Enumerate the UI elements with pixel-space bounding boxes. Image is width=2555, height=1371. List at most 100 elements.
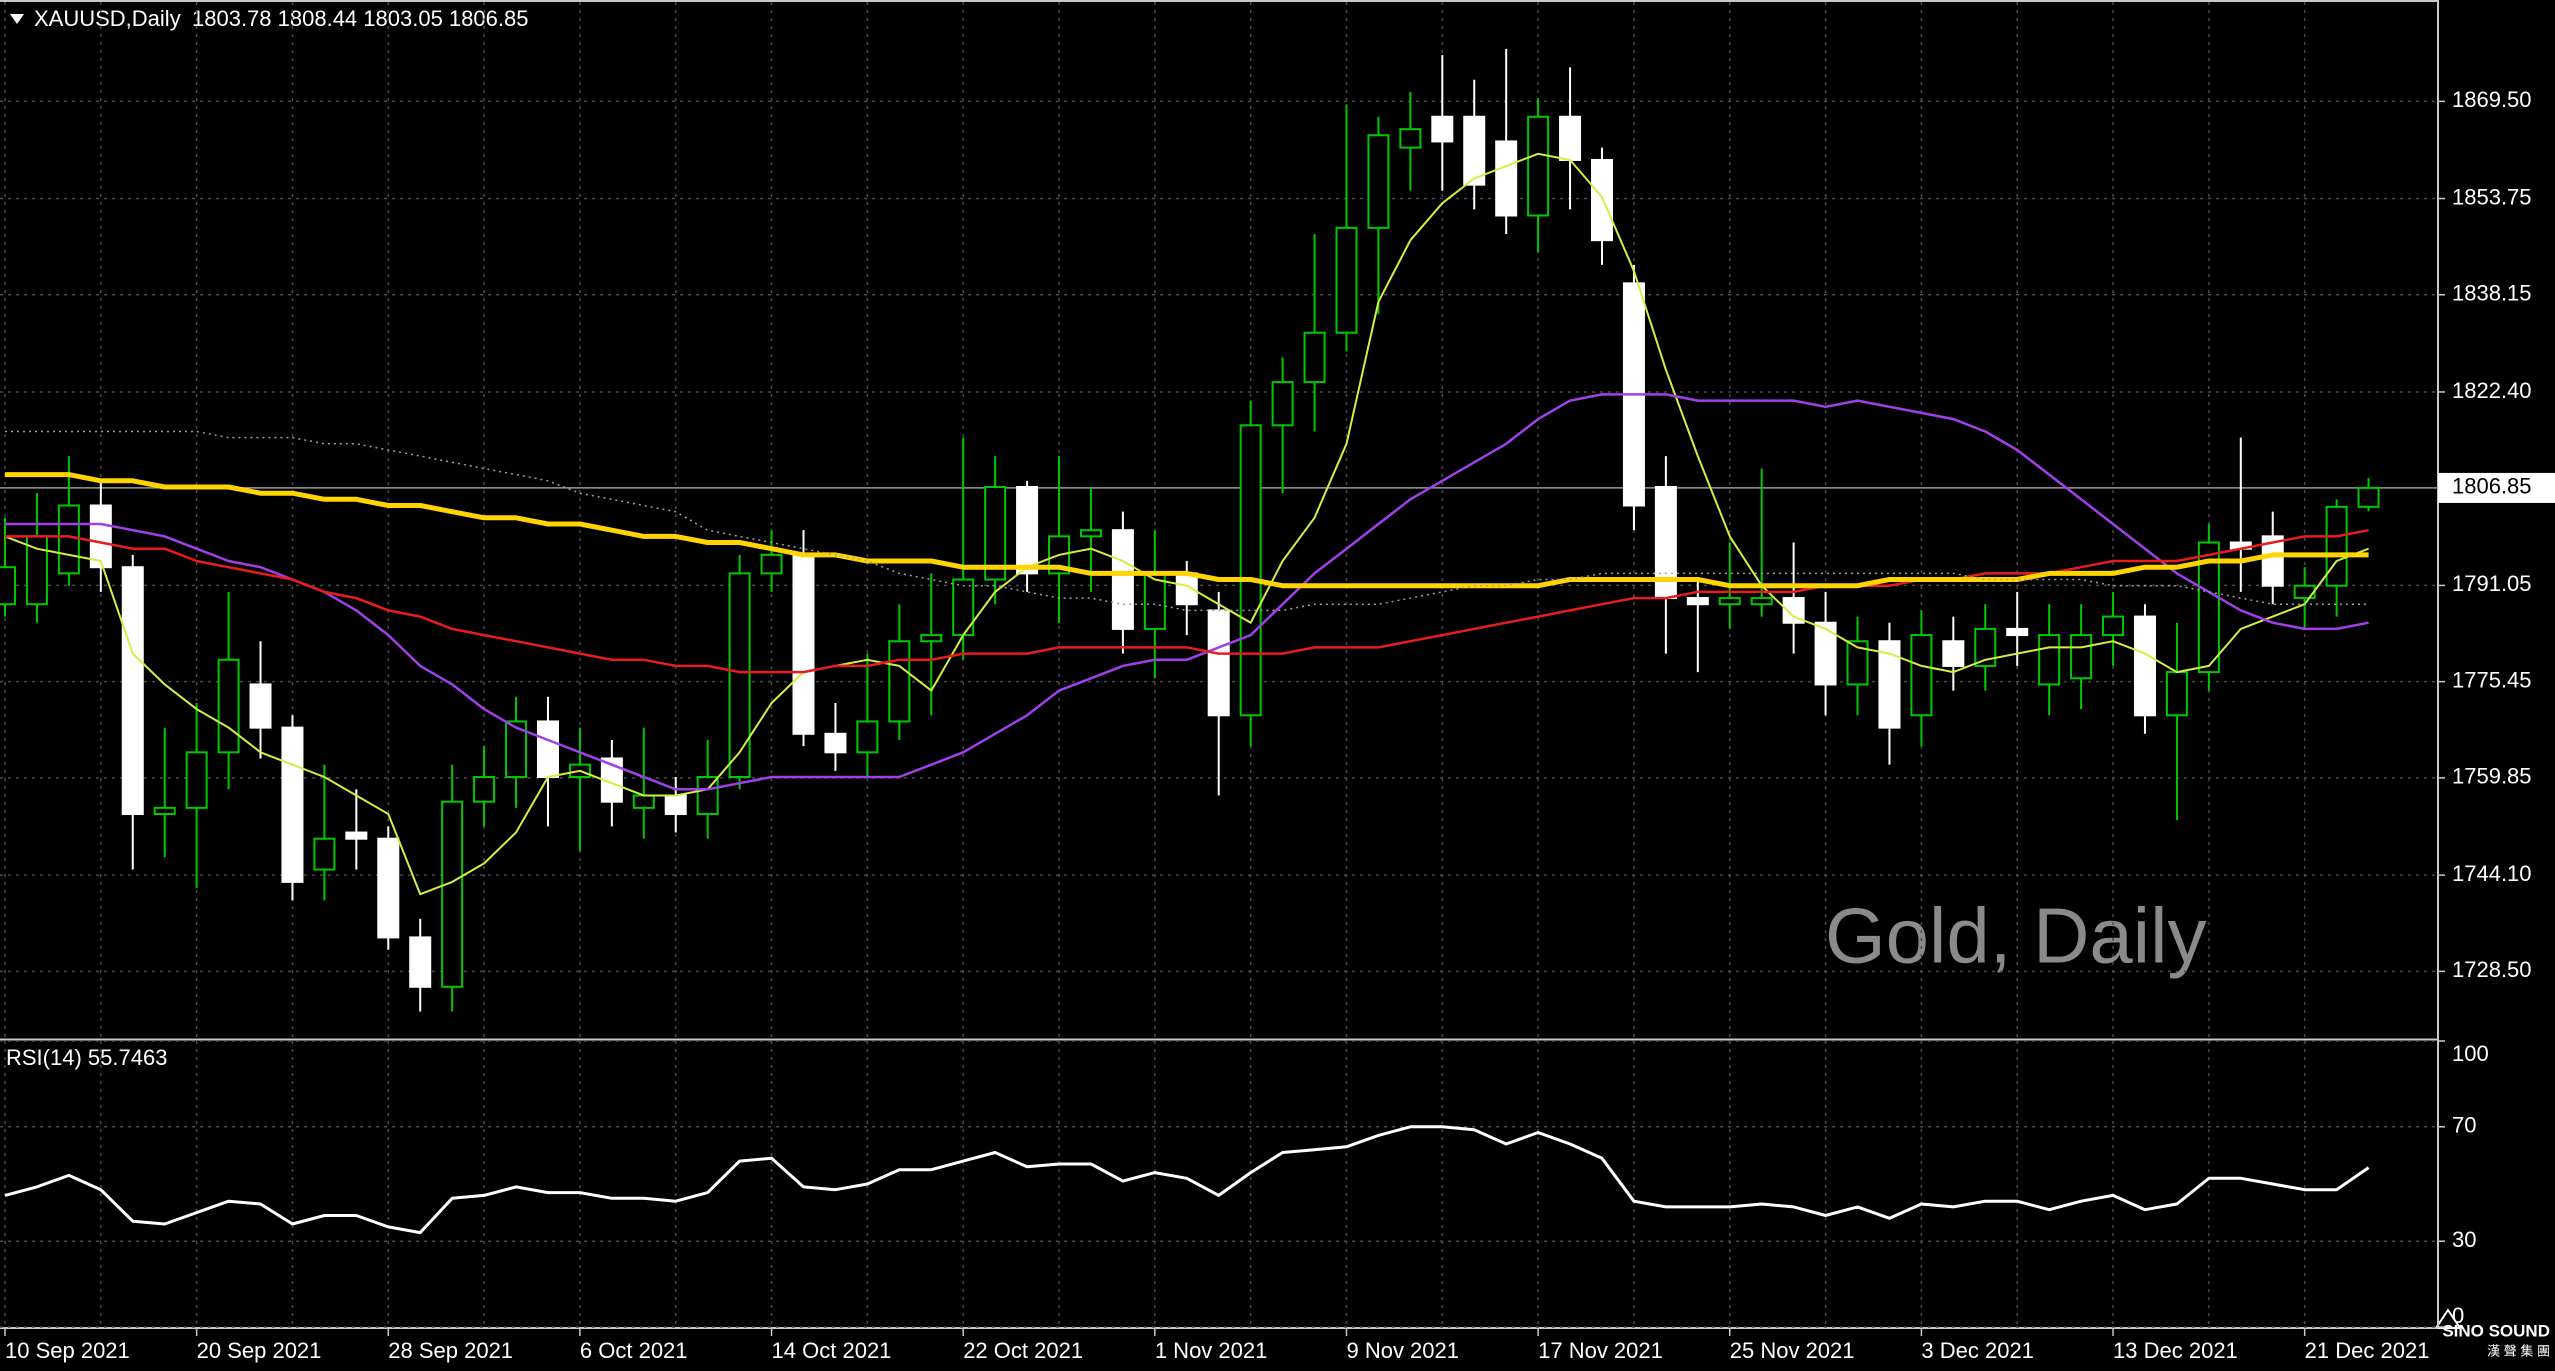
- candle-body: [281, 726, 304, 883]
- logo-icon: [2434, 1308, 2462, 1329]
- candle-body: [409, 936, 432, 988]
- candle-body: [1431, 115, 1454, 143]
- last-price-box: [2438, 472, 2555, 503]
- y-tick-label: 1822.40: [2452, 378, 2532, 403]
- x-tick-label: 17 Nov 2021: [1538, 1338, 1663, 1363]
- x-tick-label: 22 Oct 2021: [963, 1338, 1083, 1363]
- candle-body: [1335, 226, 1358, 334]
- candle-body: [920, 634, 943, 643]
- y-tick-label: 0: [2452, 1303, 2464, 1328]
- candle-body: [1846, 640, 1869, 686]
- x-tick-label: 1 Nov 2021: [1155, 1338, 1268, 1363]
- rsi-line: [4, 1125, 2370, 1235]
- x-tick-label: 20 Sep 2021: [197, 1338, 322, 1363]
- x-tick-label: 3 Dec 2021: [1921, 1338, 2034, 1363]
- y-tick-label: 1775.45: [2452, 667, 2532, 692]
- candle-body: [1079, 529, 1102, 538]
- moving-average: [5, 472, 2369, 589]
- candle-body: [249, 683, 272, 729]
- candle-body: [89, 504, 112, 569]
- candle-body: [1463, 115, 1486, 186]
- candle-body: [1686, 597, 1709, 606]
- x-tick-label: 9 Nov 2021: [1346, 1338, 1459, 1363]
- y-tick-label: 70: [2452, 1113, 2476, 1138]
- mark-layer: [0, 48, 2380, 1235]
- candle-body: [1591, 158, 1613, 242]
- candle-body: [2325, 505, 2348, 587]
- x-tick-label: 6 Oct 2021: [580, 1338, 688, 1363]
- candle-body: [888, 640, 911, 723]
- y-tick-label: 1728.50: [2452, 957, 2532, 982]
- x-tick-label: 28 Sep 2021: [388, 1338, 513, 1363]
- indicator-title: RSI(14) 55.7463: [6, 1045, 167, 1070]
- candle-body: [696, 775, 719, 816]
- candle-body: [377, 837, 400, 939]
- logo-text: SINO SOUND: [2442, 1321, 2550, 1340]
- collapse-icon: [10, 14, 24, 24]
- moving-average: [5, 528, 2369, 674]
- x-tick-label: 10 Sep 2021: [5, 1338, 130, 1363]
- candle-body: [2165, 671, 2188, 717]
- y-tick-label: 1791.05: [2452, 571, 2532, 596]
- candle-body: [1910, 634, 1933, 717]
- candle-body: [313, 837, 336, 871]
- candle-body: [1750, 597, 1773, 606]
- candle-body: [1527, 115, 1550, 217]
- x-tick-label: 14 Oct 2021: [772, 1338, 892, 1363]
- y-tick-label: 1838.15: [2452, 281, 2532, 306]
- candle-body: [441, 800, 464, 988]
- candle-body: [2006, 627, 2029, 637]
- candle-body: [1878, 640, 1901, 729]
- y-tick-label: 100: [2452, 1041, 2489, 1066]
- candle-body: [856, 720, 879, 754]
- x-tick-label: 21 Dec 2021: [2305, 1338, 2430, 1363]
- candle-body: [217, 658, 240, 754]
- chart-title: XAUUSD,Daily: [34, 6, 181, 31]
- last-price-label: 1806.85: [2452, 474, 2532, 499]
- candle-body: [1495, 140, 1518, 217]
- candle-body: [153, 806, 176, 816]
- candle-body: [2357, 486, 2380, 508]
- candle-body: [345, 831, 368, 840]
- candle-body: [760, 553, 783, 575]
- y-tick-label: 1744.10: [2452, 861, 2532, 886]
- candle-body: [2261, 535, 2284, 587]
- label-layer: 10 Sep 2021 20 Sep 2021 28 Sep 2021 6 Oct 2…: [4, 87, 2555, 1363]
- x-tick-label: 13 Dec 2021: [2113, 1338, 2238, 1363]
- moving-average: [5, 393, 2369, 791]
- candle-body: [121, 566, 144, 816]
- candle-body: [1207, 609, 1230, 717]
- candle-body: [1942, 640, 1965, 667]
- candle-body: [536, 720, 559, 778]
- watermark: Gold, Daily: [1825, 892, 2206, 980]
- candle-body: [1559, 115, 1582, 161]
- y-tick-label: 30: [2452, 1227, 2476, 1252]
- candle-body: [2038, 634, 2061, 686]
- candle-body: [505, 720, 528, 778]
- candle-body: [2133, 615, 2156, 717]
- candle-body: [1974, 627, 1997, 667]
- candle-body: [2197, 541, 2220, 674]
- candle-body: [1718, 597, 1741, 606]
- y-tick-label: 1853.75: [2452, 184, 2532, 209]
- chart-subtitle: 1803.78 1808.44 1803.05 1806.85: [192, 6, 528, 31]
- candle-body: [824, 732, 847, 754]
- logo-subtext: 漢 聲 集 團: [2487, 1343, 2550, 1358]
- candle-body: [0, 566, 16, 606]
- candle-body: [1814, 621, 1837, 686]
- candle-body: [1271, 381, 1294, 427]
- candle-body: [792, 553, 815, 735]
- candle-body: [984, 485, 1007, 581]
- candle-body: [632, 794, 655, 809]
- candle-body: [2102, 615, 2125, 637]
- y-tick-label: 1869.50: [2452, 87, 2532, 112]
- moving-average: [4, 152, 2369, 896]
- candle-body: [185, 751, 208, 809]
- candle-body: [1367, 134, 1390, 229]
- candle-body: [1399, 128, 1422, 149]
- candle-body: [1782, 597, 1805, 624]
- y-tick-label: 1759.85: [2452, 764, 2532, 789]
- candle-body: [2070, 634, 2093, 680]
- candle-body: [1111, 529, 1134, 630]
